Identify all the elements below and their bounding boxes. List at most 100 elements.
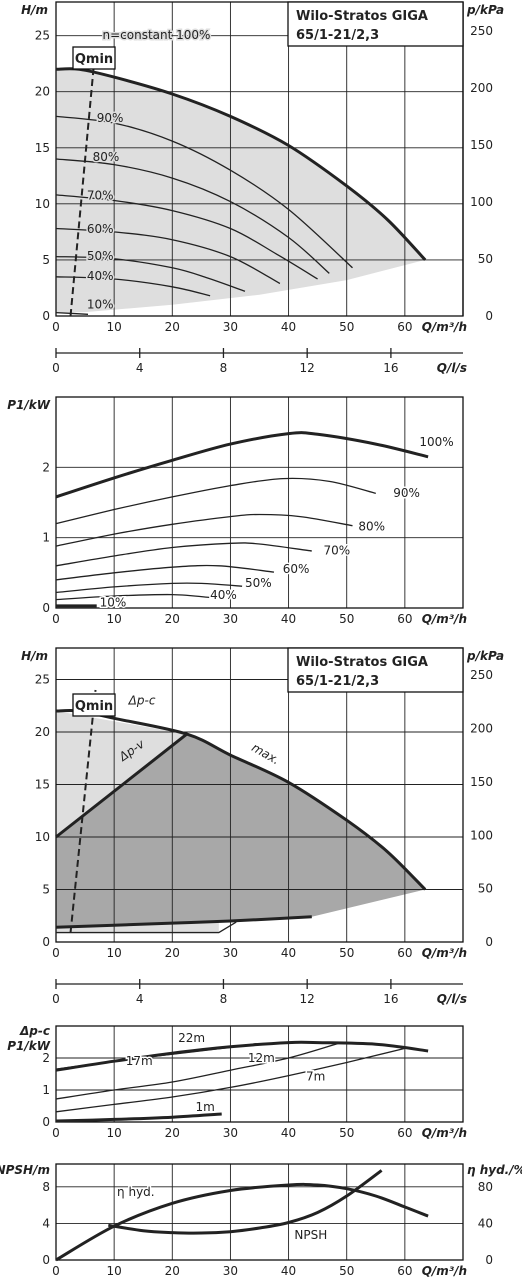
min-curve (55, 915, 312, 929)
operating-range-area (56, 68, 426, 313)
power-curve-label: 70% (323, 544, 350, 558)
y-right-axis-title: p/kPa (466, 3, 504, 17)
x-tick-label: 60 (397, 612, 412, 626)
npsh-curve (108, 1169, 383, 1235)
plot-frame (55, 1025, 464, 1123)
y-right-tick-label: 250 (470, 24, 493, 38)
head-label: 1m (196, 1100, 215, 1114)
curve-label: η hyd. (117, 1185, 155, 1199)
x-tick-label: 30 (223, 320, 238, 334)
curve-label: 60% (87, 222, 114, 236)
qmin-label: Qmin (75, 699, 113, 714)
model-subtitle: 65/1-21/2,3 (296, 674, 379, 689)
dp-c-region (56, 711, 187, 837)
x-tick-label: 20 (165, 1126, 180, 1140)
y-right-tick-label: 0 (485, 309, 493, 323)
power-curve-50- (55, 582, 243, 594)
y-axis-title: NPSH/m (0, 1163, 50, 1177)
head-label: 22m (178, 1031, 205, 1045)
curve-60- (55, 227, 281, 285)
power-curve-label: 90% (393, 486, 420, 500)
power-curve-label: 10% (100, 596, 127, 610)
x-tick-label: 20 (165, 1264, 180, 1278)
y-tick-label: 0 (42, 1253, 50, 1267)
x-tick-label: 50 (339, 1264, 354, 1278)
secondary-x-tick-label: 12 (300, 992, 315, 1006)
x-tick-label: 0 (52, 612, 60, 626)
curve-70- (55, 194, 318, 280)
model-title: Wilo-Stratos GIGA (296, 655, 428, 670)
y-axis-title: P1/kW (7, 398, 51, 412)
model-title: Wilo-Stratos GIGA (296, 9, 428, 24)
curve-n-constant-100- (55, 67, 427, 261)
y-right-tick-label: 150 (470, 775, 493, 789)
x-axis-title: Q/m³/h (422, 320, 467, 334)
y-tick-label: 15 (35, 141, 50, 155)
x-tick-label: 10 (107, 1126, 122, 1140)
y-right-axis-title: p/kPa (466, 649, 504, 663)
y-tick-label: 2 (42, 460, 50, 474)
curve-80- (55, 158, 330, 274)
y-right-tick-label: 100 (470, 195, 493, 209)
dp-c-power-12m (55, 1047, 406, 1113)
dp-v-region (56, 734, 426, 928)
x-tick-label: 40 (281, 946, 296, 960)
y-tick-label: 2 (42, 1051, 50, 1065)
y-tick-label: 0 (42, 601, 50, 615)
power-curve-label: 40% (210, 588, 237, 602)
qmin-box (72, 46, 116, 70)
x-tick-label: 50 (339, 320, 354, 334)
y-right-tick-label: 200 (470, 722, 493, 736)
x-tick-label: 40 (281, 1126, 296, 1140)
y-tick-label: 10 (35, 830, 50, 844)
secondary-x-tick-label: 8 (220, 992, 228, 1006)
head-label: 7m (306, 1069, 325, 1083)
x-tick-label: 20 (165, 320, 180, 334)
y-tick-label: 4 (42, 1216, 50, 1230)
x-tick-label: 30 (223, 1126, 238, 1140)
y-right-tick-label: 0 (485, 935, 493, 949)
power-curve-60- (55, 564, 275, 581)
y-axis-title: H/m (21, 3, 48, 17)
x-tick-label: 60 (397, 946, 412, 960)
x-tick-label: 0 (52, 320, 60, 334)
x-tick-label: 40 (281, 1264, 296, 1278)
secondary-x-tick-label: 16 (383, 992, 398, 1006)
y-axis-title-line2: P1/kW (7, 1039, 51, 1053)
y-axis-title-line1: Δp-c (19, 1024, 50, 1038)
model-subtitle: 65/1-21/2,3 (296, 28, 379, 43)
dp-c-power-17m (55, 1041, 342, 1100)
qmin-dashed-line (69, 689, 97, 933)
y-tick-label: 5 (42, 253, 50, 267)
mode-label: Δp-c (128, 694, 156, 708)
x-tick-label: 0 (52, 1126, 60, 1140)
min-speed-line (56, 921, 237, 934)
y-tick-label: 20 (35, 85, 50, 99)
x-tick-label: 60 (397, 1126, 412, 1140)
y-right-axis-title: η hyd./% (467, 1163, 522, 1177)
y-tick-label: 0 (42, 935, 50, 949)
qmin-box (72, 693, 116, 717)
secondary-x-axis-title: Q/l/s (437, 361, 467, 375)
dp-c-power-22m (55, 1042, 257, 1070)
x-tick-label: 10 (107, 320, 122, 334)
x-tick-label: 30 (223, 612, 238, 626)
y-tick-label: 0 (42, 1115, 50, 1129)
x-tick-label: 0 (52, 946, 60, 960)
y-right-tick-label: 250 (470, 668, 493, 682)
plot-frame (55, 1163, 464, 1261)
x-axis-title: Q/m³/h (422, 946, 467, 960)
power-curve-70- (55, 542, 312, 567)
y-right-tick-label: 200 (470, 81, 493, 95)
secondary-x-tick-label: 0 (52, 361, 60, 375)
secondary-x-tick-label: 0 (52, 992, 60, 1006)
y-tick-label: 25 (35, 673, 50, 687)
x-tick-label: 10 (107, 612, 122, 626)
x-tick-label: 60 (397, 1264, 412, 1278)
x-tick-label: 40 (281, 320, 296, 334)
curve-label: NPSH (294, 1228, 327, 1242)
y-tick-label: 10 (35, 197, 50, 211)
x-tick-label: 50 (339, 1126, 354, 1140)
secondary-x-tick-label: 4 (136, 361, 144, 375)
y-right-tick-label: 100 (470, 828, 493, 842)
